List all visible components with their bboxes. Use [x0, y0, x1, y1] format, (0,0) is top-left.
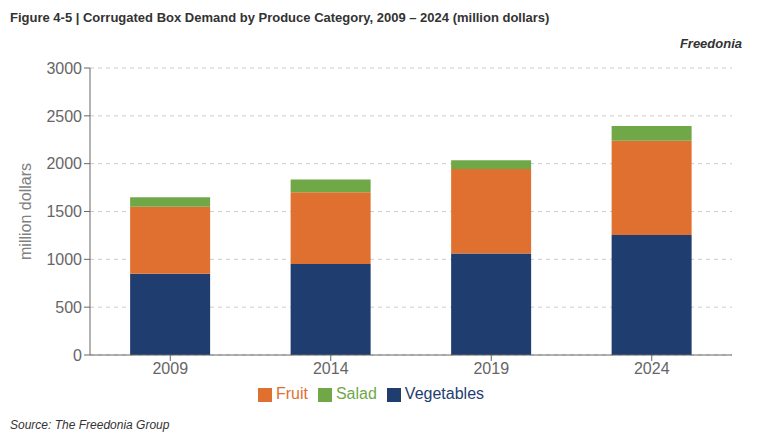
svg-text:2000: 2000	[46, 155, 82, 172]
html-text:Fruit: Fruit	[275, 385, 308, 402]
html-text:Figure 4-5 | Corrugated Box De: Figure 4-5 | Corrugated Box Demand by Pr…	[10, 10, 550, 25]
svg-text:million dollars: million dollars	[17, 163, 34, 260]
svg-text:2014: 2014	[313, 360, 349, 377]
svg-text:2024: 2024	[634, 360, 670, 377]
svg-text:500: 500	[55, 299, 82, 316]
svg-text:3000: 3000	[46, 60, 82, 77]
html-text:Source: The Freedonia Group: Source: The Freedonia Group	[10, 418, 170, 432]
svg-text:1500: 1500	[46, 203, 82, 220]
html-text:Salad: Salad	[335, 385, 377, 402]
html-text:Vegetables: Vegetables	[404, 385, 484, 402]
svg-text:2019: 2019	[473, 360, 509, 377]
svg-text:2009: 2009	[152, 360, 188, 377]
svg-text:0: 0	[73, 347, 82, 364]
html-text:Freedonia: Freedonia	[679, 36, 742, 51]
svg-text:2500: 2500	[46, 108, 82, 125]
svg-text:1000: 1000	[46, 251, 82, 268]
